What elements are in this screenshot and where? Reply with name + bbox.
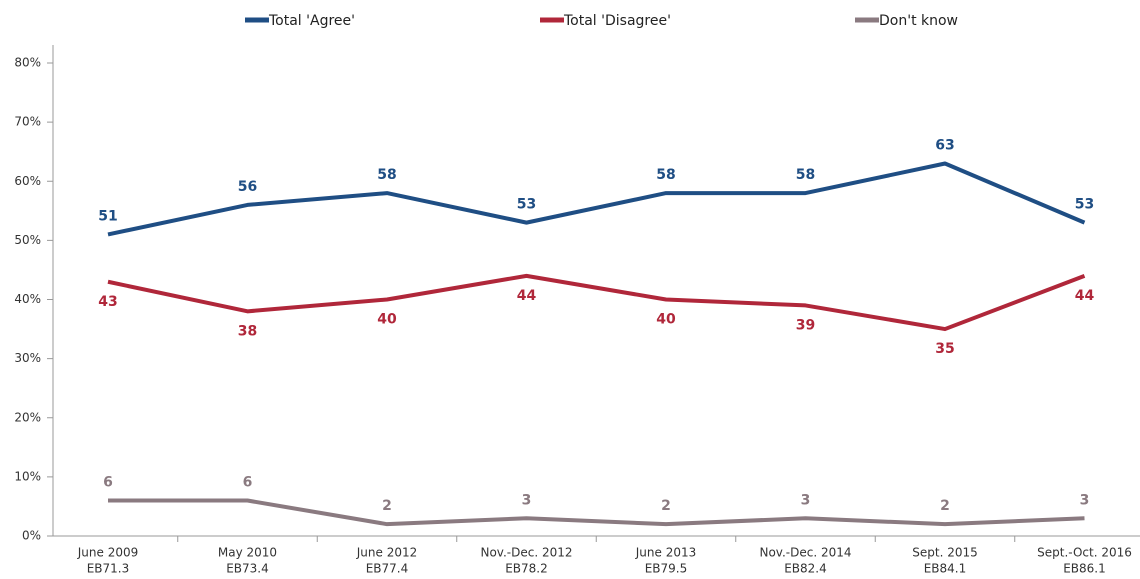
- data-label: 53: [1075, 197, 1094, 213]
- x-tick-label: EB79.5: [645, 562, 688, 576]
- y-tick-label: 10%: [14, 469, 41, 483]
- data-label: 35: [935, 341, 954, 357]
- data-label: 6: [243, 475, 253, 491]
- data-label: 58: [796, 167, 815, 183]
- data-label: 56: [238, 179, 257, 195]
- data-label: 40: [377, 312, 397, 328]
- data-label: 44: [1075, 288, 1095, 304]
- x-tick-label: Sept.-Oct. 2016: [1037, 546, 1132, 560]
- x-tick-label: Nov.-Dec. 2014: [759, 546, 851, 560]
- y-tick-label: 50%: [14, 233, 41, 247]
- data-label: 38: [238, 323, 257, 339]
- data-label: 58: [377, 167, 396, 183]
- series-line: [107, 161, 1086, 237]
- data-label: 6: [103, 475, 113, 491]
- series-line: [107, 273, 1086, 332]
- x-tick-label: EB71.3: [87, 562, 130, 576]
- data-label: 51: [98, 208, 117, 224]
- x-tick-label: EB73.4: [226, 562, 269, 576]
- x-tick-label: June 2012: [356, 546, 418, 560]
- data-label: 3: [522, 492, 532, 508]
- data-label: 39: [796, 317, 815, 333]
- x-tick-label: Nov.-Dec. 2012: [480, 546, 572, 560]
- data-label: 40: [656, 312, 676, 328]
- legend-label: Total 'Disagree': [563, 13, 671, 29]
- legend-label: Total 'Agree': [268, 13, 355, 29]
- data-label: 2: [661, 498, 671, 514]
- x-tick-label: EB84.1: [924, 562, 967, 576]
- x-tick-label: June 2009: [77, 546, 139, 560]
- y-tick-label: 60%: [14, 174, 41, 188]
- y-tick-label: 20%: [14, 410, 41, 424]
- x-tick-label: EB86.1: [1063, 562, 1106, 576]
- y-tick-label: 80%: [14, 56, 41, 70]
- x-tick-label: EB82.4: [784, 562, 827, 576]
- data-label: 3: [1080, 492, 1090, 508]
- y-tick-label: 30%: [14, 351, 41, 365]
- data-label: 53: [517, 197, 536, 213]
- data-label: 63: [935, 138, 954, 154]
- legend-label: Don't know: [879, 13, 958, 29]
- series-line: [108, 498, 1085, 527]
- x-tick-label: Sept. 2015: [912, 546, 978, 560]
- y-tick-label: 40%: [14, 292, 41, 306]
- data-label: 43: [98, 294, 117, 310]
- data-label: 44: [517, 288, 537, 304]
- data-label: 58: [656, 167, 675, 183]
- y-tick-label: 0%: [22, 529, 41, 543]
- data-label: 2: [382, 498, 392, 514]
- x-tick-label: June 2013: [635, 546, 697, 560]
- data-label: 3: [801, 492, 811, 508]
- x-tick-label: EB78.2: [505, 562, 548, 576]
- x-tick-label: EB77.4: [366, 562, 409, 576]
- x-tick-label: May 2010: [218, 546, 277, 560]
- y-tick-label: 70%: [14, 115, 41, 129]
- data-label: 2: [940, 498, 950, 514]
